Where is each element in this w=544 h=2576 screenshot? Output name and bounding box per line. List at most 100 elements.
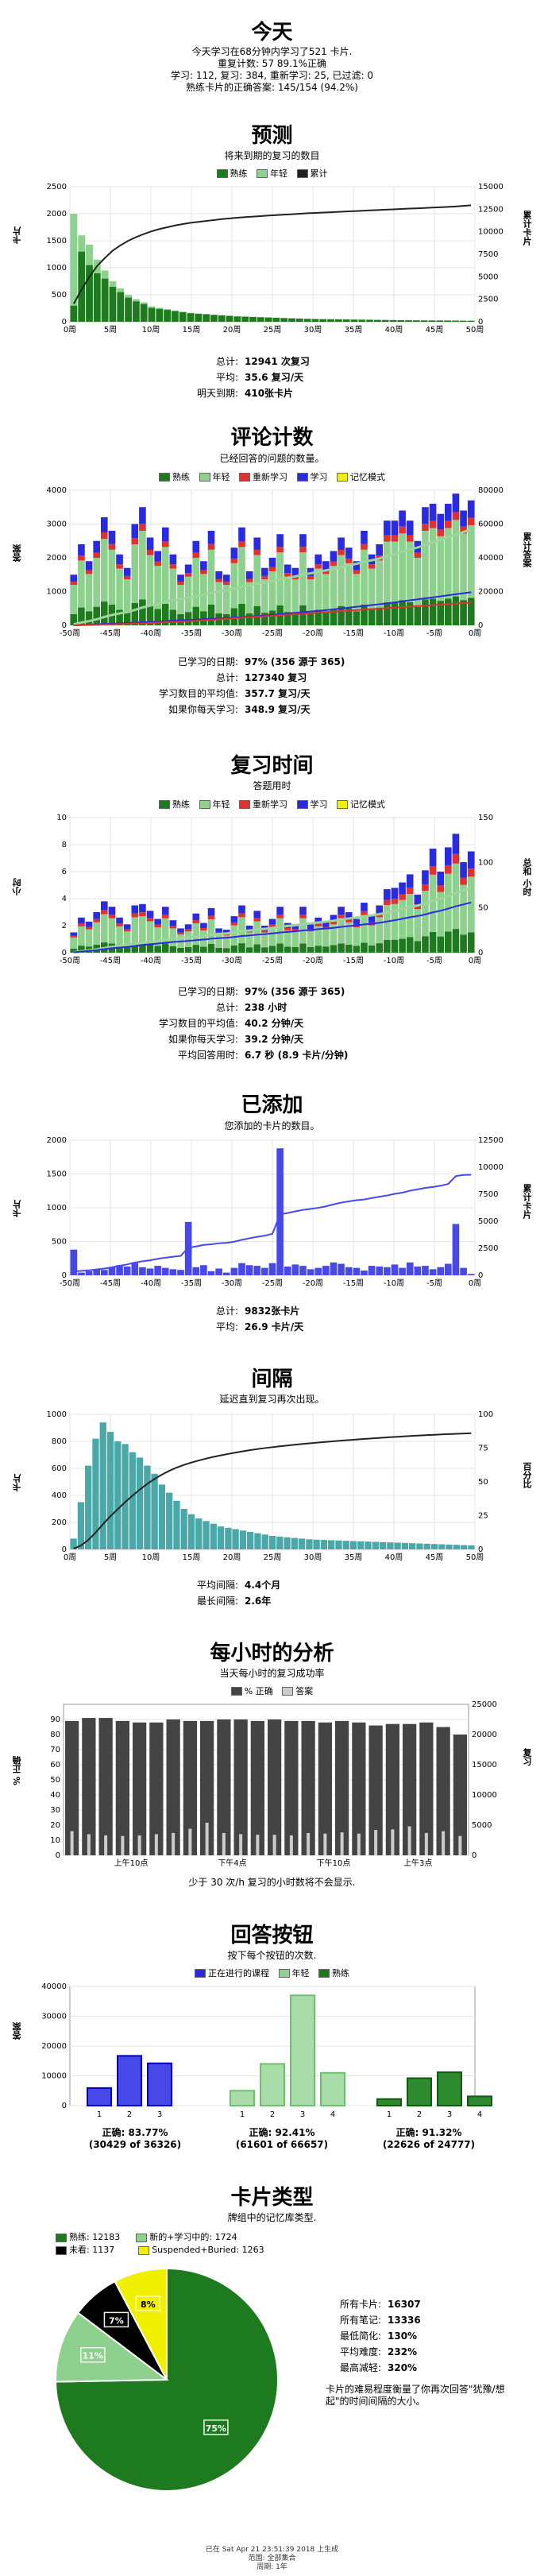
bar-relearn [230,922,238,926]
bar-mature [467,932,475,953]
bar-added [406,1262,414,1275]
y-tick-label: 30 [50,1806,60,1815]
x-tick-label: 下午4点 [218,1858,246,1868]
bar-young [70,585,78,614]
bar-mature [249,316,257,322]
bar-relearn [253,549,261,555]
bar-mature [218,315,226,322]
y-tick-label: 40000 [41,1982,67,1991]
bar-mature [311,319,319,322]
reviewtime-title: 复习时间 [230,754,314,778]
bar-learn [345,547,353,559]
bar-added [376,1266,384,1275]
bar-learn [93,912,100,919]
bar-relearn [399,526,406,534]
bar-learn [154,919,161,925]
bar-added [154,1266,161,1275]
bar-pct-correct [250,1720,264,1855]
bar-relearn [314,923,322,926]
bar-learn [460,510,467,527]
x-tick-label: -15周 [343,629,364,638]
bar-mature [452,929,460,953]
bar-mature [422,936,429,953]
bar-mature [148,307,156,322]
x-tick-label: 40周 [385,325,403,335]
bar-mature [303,319,311,322]
bar-young [253,555,261,606]
bar-young [184,576,192,613]
hourly-subtitle: 当天每小时的复习成功率 [219,1668,325,1679]
bar-answers [289,1835,293,1855]
bar-learn [307,567,314,576]
bar-interval [460,1545,468,1549]
bar-young [139,531,146,600]
bar-relearn [414,552,422,558]
bar-young [78,926,85,946]
bar-mature [459,320,467,322]
bar-relearn [284,573,291,577]
legend-item-mature: 熟练 [318,1967,349,1979]
bar-mature [399,600,406,625]
x-tick-label: -35周 [181,1278,202,1288]
bar-learn [230,547,238,559]
legend-item-pct-correct: % 正确 [230,1684,273,1697]
bar-relearn [177,582,184,585]
bar-added [314,1267,322,1275]
buttons-title: 回答按钮 [230,1924,314,1947]
bar-mature [414,941,422,953]
bar-mature [131,943,139,953]
y-tick-label: 1000 [47,1410,67,1419]
y2-tick-label: 5000 [478,1217,498,1226]
x-tick-label: 5周 [104,1553,117,1562]
y-tick-label: 0 [62,621,67,630]
line-cumulative-young [73,887,472,953]
bar-young [131,544,139,603]
y2-tick-label: 80000 [478,486,503,495]
bar-added [322,1266,330,1275]
bar-added [445,1263,452,1275]
bar-relearn [139,912,146,917]
y2-tick-label: 75 [478,1445,488,1453]
group-mature-pct: 正确: 91.32% [395,2127,462,2138]
bar-mature [146,944,154,953]
bar-mature [117,292,125,322]
bar-interval [320,1540,328,1549]
bar-mature [353,611,361,625]
bar-mature [139,599,146,625]
bar-added [169,1269,177,1275]
bar-mature [85,611,93,625]
bar-mature [376,607,384,625]
bar-learning [87,2087,112,2106]
legend-item-relearn: 重新学习 [239,470,287,483]
x-tick-label: -25周 [262,956,283,965]
bar-added [253,1266,261,1275]
bar-mature [322,611,330,625]
y2-tick-label: 0 [478,949,483,957]
bar-interval [151,1473,158,1549]
bar-relearn [238,913,245,918]
bar-relearn [276,915,284,919]
bar-relearn [139,524,146,531]
bar-added [284,1266,291,1275]
x-tick-label: 50周 [466,325,484,335]
bar-relearn [192,552,200,558]
bar-young [108,549,116,605]
bar-learn [146,911,154,919]
y2-tick-label: 50 [478,903,488,912]
bar-mature [361,604,368,625]
bar-mature [132,301,140,322]
bar-answers [374,1830,378,1855]
bar-interval [453,1545,460,1549]
bar-mature [70,613,78,625]
bar-answers [272,1835,276,1855]
bar-relearn [460,526,467,534]
bar-mature [222,948,230,953]
bar-learn [161,527,169,542]
bar-answers [222,1832,226,1855]
bar-answers [357,1833,361,1855]
bar-young [146,555,154,606]
bar-learn [437,513,445,530]
bar-learn [131,524,139,539]
bar-interval [387,1542,394,1549]
bar-interval [217,1526,225,1549]
